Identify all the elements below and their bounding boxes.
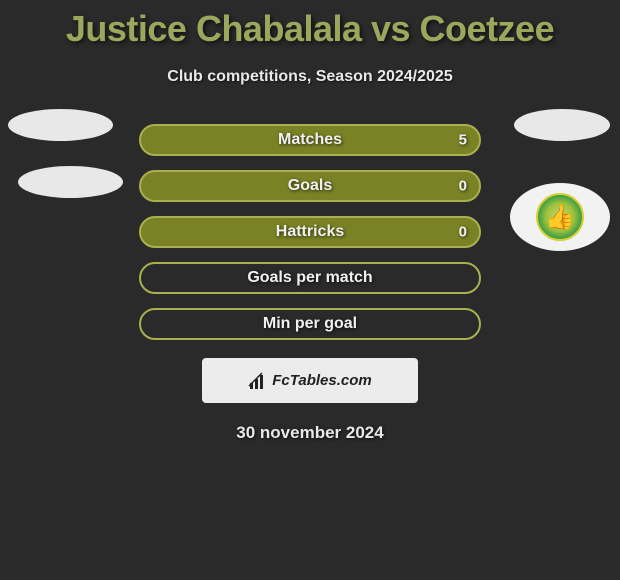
stat-value: 0	[459, 224, 467, 241]
page-title: Justice Chabalala vs Coetzee	[0, 0, 620, 50]
stat-label: Min per goal	[263, 315, 357, 333]
avatar-placeholder-left-1	[8, 109, 113, 141]
brand-text: FcTables.com	[272, 372, 371, 389]
page-subtitle: Club competitions, Season 2024/2025	[0, 68, 620, 86]
stat-value: 5	[459, 132, 467, 149]
stats-section: 👍 Matches 5 Goals 0 Hattricks 0 Goals pe…	[0, 124, 620, 443]
brand-box[interactable]: FcTables.com	[202, 358, 418, 403]
stat-row-hattricks: Hattricks 0	[139, 216, 481, 248]
stat-row-goals-per-match: Goals per match	[139, 262, 481, 294]
date-text: 30 november 2024	[0, 423, 620, 443]
stat-value: 0	[459, 178, 467, 195]
chart-icon	[248, 372, 268, 390]
stat-label: Goals	[288, 177, 332, 195]
stat-label: Goals per match	[247, 269, 372, 287]
stat-row-goals: Goals 0	[139, 170, 481, 202]
stat-row-min-per-goal: Min per goal	[139, 308, 481, 340]
stat-label: Matches	[278, 131, 342, 149]
club-logo-icon: 👍	[536, 193, 584, 241]
stat-row-matches: Matches 5	[139, 124, 481, 156]
avatar-placeholder-right-1	[514, 109, 610, 141]
avatar-placeholder-left-2	[18, 166, 123, 198]
stat-label: Hattricks	[276, 223, 344, 241]
club-logo-bubble: 👍	[510, 183, 610, 251]
